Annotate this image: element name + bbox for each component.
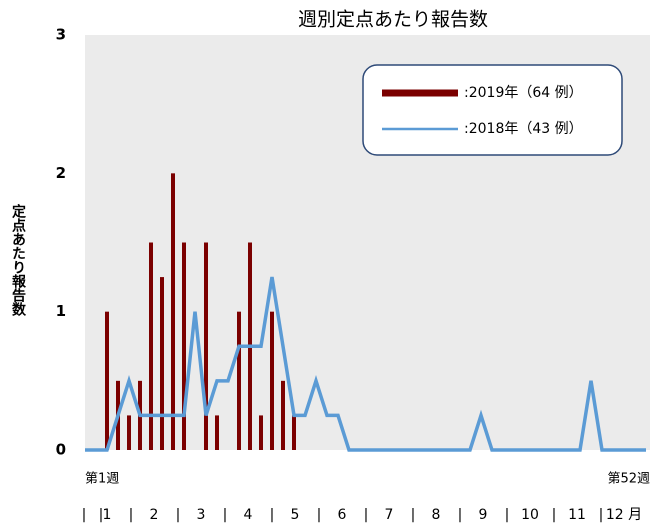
line bbox=[85, 276, 646, 452]
month-label: 9 bbox=[479, 507, 488, 523]
legend-label: :2019年（64 例） bbox=[464, 85, 583, 101]
chart-title: 週別定点あたり報告数 bbox=[298, 9, 488, 31]
y-tick-label: 3 bbox=[56, 26, 66, 44]
month-label: 7 bbox=[385, 507, 394, 523]
bar bbox=[281, 380, 285, 450]
bar bbox=[270, 311, 274, 450]
month-separator: | bbox=[270, 507, 275, 523]
first-week-label: 第1週 bbox=[85, 472, 119, 487]
last-week-label: 第52週 bbox=[607, 472, 650, 487]
month-label: 8 bbox=[432, 507, 441, 523]
month-label: 3 bbox=[197, 507, 206, 523]
bar bbox=[182, 242, 186, 450]
y-tick-label: 1 bbox=[56, 302, 66, 320]
month-separator: | bbox=[599, 507, 604, 523]
bar bbox=[259, 415, 263, 450]
bar bbox=[105, 311, 109, 450]
y-tick-label: 2 bbox=[56, 164, 66, 182]
month-separator: | bbox=[176, 507, 181, 523]
legend-box bbox=[362, 64, 623, 156]
month-label: 4 bbox=[244, 507, 253, 523]
month-separator: | bbox=[82, 507, 87, 523]
bar bbox=[215, 415, 219, 450]
month-label: 11 bbox=[568, 507, 586, 523]
bar bbox=[204, 242, 208, 450]
bar bbox=[237, 311, 241, 450]
y-axis-label: 定点あたり報告数 bbox=[10, 203, 26, 317]
y-tick-label: 0 bbox=[56, 441, 66, 459]
month-label: 5 bbox=[291, 507, 300, 523]
bar bbox=[171, 173, 175, 451]
bar bbox=[292, 415, 296, 450]
month-separator: | bbox=[99, 507, 104, 523]
month-separator: | bbox=[129, 507, 134, 523]
month-separator: | bbox=[223, 507, 228, 523]
month-separator: | bbox=[411, 507, 416, 523]
month-separator: | bbox=[364, 507, 369, 523]
month-separator: | bbox=[505, 507, 510, 523]
month-separator: | bbox=[317, 507, 322, 523]
month-label: 2 bbox=[150, 507, 159, 523]
month-separator: | bbox=[552, 507, 557, 523]
month-label: 10 bbox=[521, 507, 539, 523]
bar bbox=[127, 415, 131, 450]
bar bbox=[149, 242, 153, 450]
month-label: 6 bbox=[338, 507, 347, 523]
month-label: 12 月 bbox=[606, 507, 642, 523]
month-label: 1 bbox=[103, 507, 112, 523]
legend-label: :2018年（43 例） bbox=[464, 121, 583, 137]
bar bbox=[160, 277, 164, 450]
month-separator: | bbox=[458, 507, 463, 523]
